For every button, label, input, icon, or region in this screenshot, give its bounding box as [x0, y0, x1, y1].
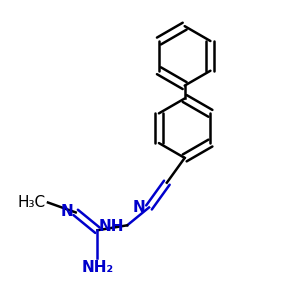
- Text: H₃C: H₃C: [18, 195, 46, 210]
- Text: N: N: [132, 200, 145, 215]
- Text: NH: NH: [99, 219, 124, 234]
- Text: NH₂: NH₂: [81, 260, 114, 275]
- Text: N: N: [61, 204, 74, 219]
